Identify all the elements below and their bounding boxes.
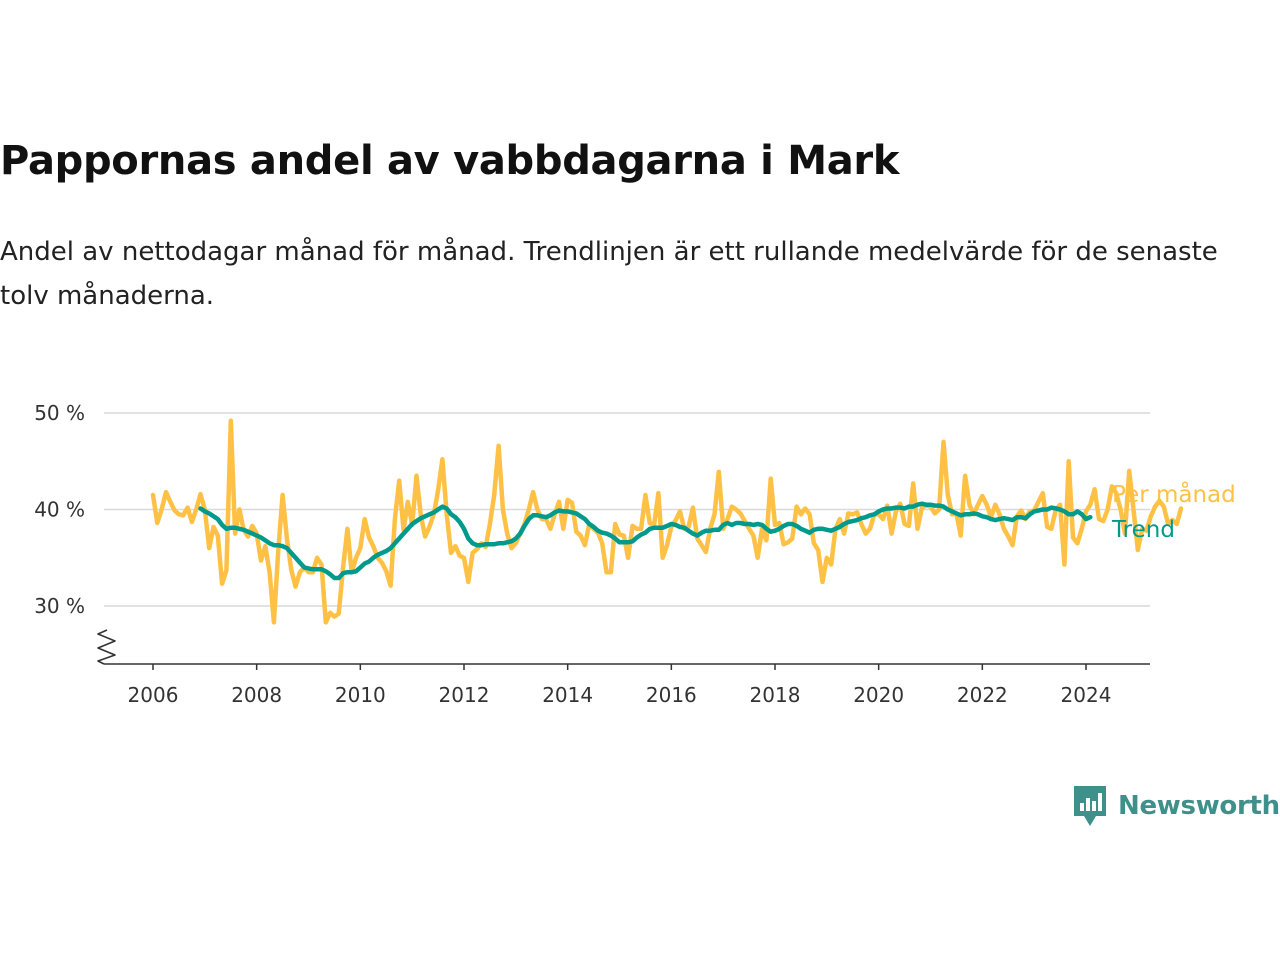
x-tick-label-2022: 2022 bbox=[957, 683, 1008, 707]
brand-logo: Newsworthy bbox=[1072, 784, 1280, 828]
brand-name: Newsworthy bbox=[1118, 791, 1280, 821]
x-tick-label-2020: 2020 bbox=[853, 683, 904, 707]
y-tick-label-40: 40 % bbox=[34, 498, 85, 522]
x-tick-label-2006: 2006 bbox=[128, 683, 179, 707]
chart-subtitle: Andel av nettodagar månad för månad. Tre… bbox=[0, 237, 1218, 311]
series-label-per-manad: Per månad bbox=[1112, 480, 1236, 508]
x-tick-label-2018: 2018 bbox=[750, 683, 801, 707]
y-tick-label-30: 30 % bbox=[34, 594, 85, 618]
x-tick-label-2014: 2014 bbox=[542, 683, 593, 707]
y-tick-label-50: 50 % bbox=[34, 401, 85, 425]
x-tick-label-2010: 2010 bbox=[335, 683, 386, 707]
chart-title: Pappornas andel av vabbdagarna i Mark bbox=[0, 138, 900, 184]
x-tick-label-2016: 2016 bbox=[646, 683, 697, 707]
series-line-per-manad bbox=[150, 418, 1184, 625]
x-tick-label-2024: 2024 bbox=[1061, 683, 1112, 707]
newsworthy-logo-icon bbox=[1074, 786, 1106, 826]
y-axis-break-icon bbox=[97, 629, 116, 665]
series-line-trend bbox=[198, 501, 1093, 581]
series-label-trend: Trend bbox=[1111, 517, 1175, 543]
x-tick-label-2012: 2012 bbox=[439, 683, 490, 707]
x-tick-label-2008: 2008 bbox=[231, 683, 282, 707]
